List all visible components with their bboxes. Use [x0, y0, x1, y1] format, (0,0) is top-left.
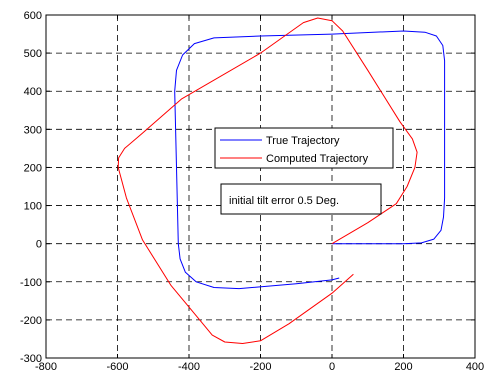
x-tick-label: 400 [466, 361, 484, 373]
x-tick-label: -200 [249, 361, 271, 373]
series-lines [117, 17, 446, 344]
y-tick-label: 100 [24, 201, 42, 213]
y-tick-label: 600 [24, 10, 42, 22]
legend-label-computed: Computed Trajectory [266, 153, 369, 165]
y-tick-label: 500 [24, 48, 42, 60]
y-tick-label: 400 [24, 86, 42, 98]
legend: True Trajectory Computed Trajectory [214, 127, 394, 169]
true-trajectory-line [174, 30, 446, 290]
legend-label-true: True Trajectory [266, 135, 340, 147]
y-tick-label: -200 [20, 315, 42, 327]
x-tick-label: 200 [394, 361, 412, 373]
y-tick-label: -300 [20, 353, 42, 365]
legend-box [214, 127, 394, 169]
computed-trajectory-line [117, 17, 418, 344]
axis-ticks: -800 -600 -400 -200 0 200 400 -300 -200 -100 0 100 2… [20, 10, 484, 373]
x-tick-label: -600 [106, 361, 128, 373]
x-tick-label: -800 [35, 361, 57, 373]
x-tick-label: -400 [178, 361, 200, 373]
y-tick-label: 300 [24, 124, 42, 136]
annotation-box [220, 183, 382, 215]
annotation: initial tilt error 0.5 Deg. [220, 183, 382, 215]
y-tick-label: 0 [36, 239, 42, 251]
annotation-text: initial tilt error 0.5 Deg. [229, 195, 339, 207]
y-tick-label: 200 [24, 162, 42, 174]
x-tick-label: 0 [329, 361, 335, 373]
y-tick-label: -100 [20, 277, 42, 289]
